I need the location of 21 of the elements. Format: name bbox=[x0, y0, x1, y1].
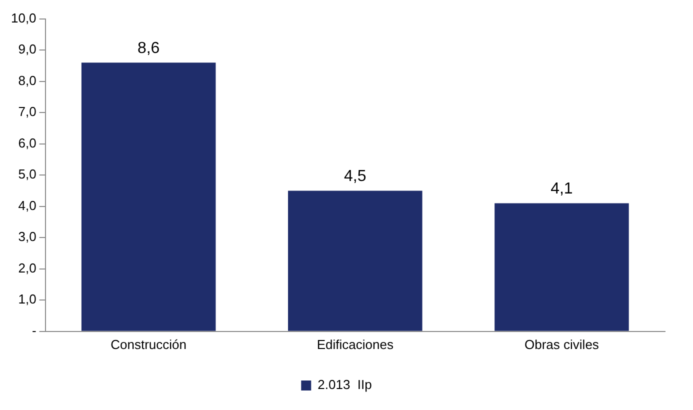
text: 4,1 bbox=[550, 180, 573, 198]
y-tick-label: 5,0 bbox=[18, 166, 36, 182]
legend-label: 2.013 IIp bbox=[318, 377, 372, 392]
x-tick-label: Obras civiles bbox=[524, 336, 600, 352]
y-tick-label: 7,0 bbox=[18, 104, 36, 120]
x-tick-label: Construcción bbox=[110, 336, 187, 352]
y-tick-label: 6,0 bbox=[18, 135, 36, 150]
y-tick-label: 2,0 bbox=[18, 260, 36, 276]
y-tick-label: - bbox=[32, 322, 36, 338]
y-tick-label: 1,0 bbox=[18, 292, 36, 307]
text: 8,6 bbox=[137, 40, 160, 57]
bar bbox=[81, 62, 216, 331]
text: 4,5 bbox=[344, 168, 366, 186]
bar bbox=[288, 190, 422, 331]
y-tick-label: 10,0 bbox=[10, 10, 36, 26]
y-tick-label: 9,0 bbox=[18, 42, 36, 57]
y-tick-label: 3,0 bbox=[18, 229, 36, 244]
bar bbox=[494, 203, 629, 331]
x-tick-label: Edificaciones bbox=[316, 336, 394, 352]
y-tick-label: 8,0 bbox=[18, 72, 36, 88]
y-tick-label: 4,0 bbox=[18, 198, 36, 213]
